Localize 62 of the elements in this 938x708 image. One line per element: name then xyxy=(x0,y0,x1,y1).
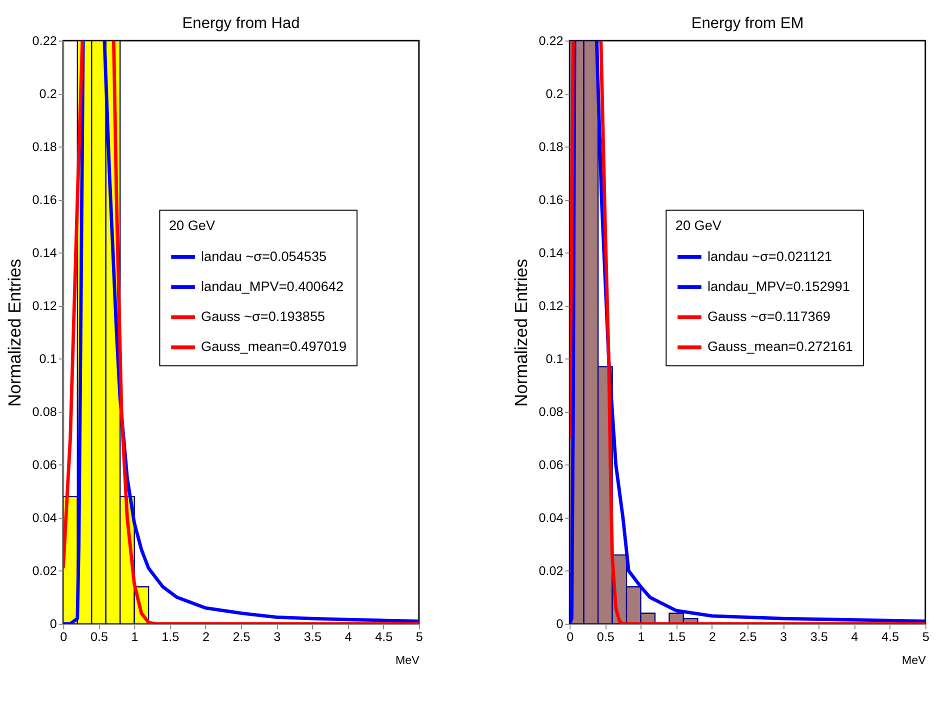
x-tick-label: 3 xyxy=(780,630,788,644)
y-tick-label: 0.22 xyxy=(32,34,57,48)
y-tick-label: 0 xyxy=(50,617,57,632)
x-tick-label: 0.5 xyxy=(596,630,614,644)
y-axis-title: Normalized Entries xyxy=(4,258,25,407)
y-tick-label: 0.02 xyxy=(32,564,57,578)
x-tick-label: 5 xyxy=(416,630,423,644)
x-tick-label: 2 xyxy=(202,630,210,644)
x-tick-label: 1 xyxy=(638,630,645,644)
y-tick-label: 0.06 xyxy=(32,458,57,472)
x-tick-label: 2 xyxy=(708,630,716,644)
y-tick-label: 0.18 xyxy=(32,140,57,154)
x-tick-label: 4.5 xyxy=(375,630,393,644)
y-tick-label: 0.1 xyxy=(546,352,564,366)
legend-label: Gauss_mean=0.272161 xyxy=(707,339,853,354)
x-tick-label: 3 xyxy=(274,630,281,644)
x-tick-label: 4.5 xyxy=(881,630,900,644)
y-tick-label: 0.16 xyxy=(32,193,57,208)
x-tick-label: 0 xyxy=(566,630,574,644)
y-tick-label: 0.08 xyxy=(538,405,564,420)
legend-label: Gauss_mean=0.497019 xyxy=(201,339,347,354)
y-tick-label: 0.06 xyxy=(538,458,564,472)
x-tick-label: 1.5 xyxy=(668,630,686,644)
y-tick-label: 0.16 xyxy=(538,193,564,208)
x-tick-label: 3.5 xyxy=(810,630,828,644)
x-tick-label: 2.5 xyxy=(739,630,757,644)
legend-label: landau ~σ=0.054535 xyxy=(201,248,327,264)
y-tick-label: 0.14 xyxy=(32,246,57,260)
legend-title: 20 GeV xyxy=(168,218,216,234)
legend-label: Gauss ~σ=0.117369 xyxy=(707,309,830,324)
legend-title: 20 GeV xyxy=(675,218,722,234)
y-tick-label: 0.04 xyxy=(32,511,57,526)
x-tick-label: 4 xyxy=(851,630,858,644)
x-tick-label: 2.5 xyxy=(232,630,250,644)
y-tick-label: 0.02 xyxy=(538,564,564,578)
y-tick-label: 0.12 xyxy=(32,299,57,314)
legend-label: landau_MPV=0.400642 xyxy=(201,278,344,294)
x-tick-label: 0 xyxy=(60,630,68,644)
x-tick-label: 0.5 xyxy=(90,630,108,644)
y-tick-label: 0.18 xyxy=(538,140,564,154)
y-tick-label: 0.08 xyxy=(32,405,57,420)
y-axis-title: Normalized Entries xyxy=(511,258,532,407)
y-tick-label: 0 xyxy=(556,617,564,632)
x-tick-label: 1.5 xyxy=(162,630,180,644)
x-tick-label: 5 xyxy=(922,630,930,644)
y-tick-label: 0.1 xyxy=(39,352,57,366)
chart-title: Energy from Had xyxy=(182,14,300,32)
x-tick-label: 1 xyxy=(131,630,138,644)
y-tick-label: 0.14 xyxy=(538,246,564,260)
legend-label: Gauss ~σ=0.193855 xyxy=(201,309,326,324)
y-tick-label: 0.2 xyxy=(546,87,564,102)
y-tick-label: 0.12 xyxy=(538,299,564,314)
y-tick-label: 0.2 xyxy=(39,87,57,102)
y-tick-label: 0.22 xyxy=(538,34,564,48)
y-tick-label: 0.04 xyxy=(538,511,564,526)
x-tick-label: 4 xyxy=(344,630,352,644)
legend-label: landau_MPV=0.152991 xyxy=(707,278,850,294)
x-tick-label: 3.5 xyxy=(304,630,322,644)
x-axis-title: MeV xyxy=(902,654,926,668)
chart-title: Energy from EM xyxy=(691,14,804,32)
legend-label: landau ~σ=0.021121 xyxy=(707,248,832,264)
x-axis-title: MeV xyxy=(395,654,420,668)
